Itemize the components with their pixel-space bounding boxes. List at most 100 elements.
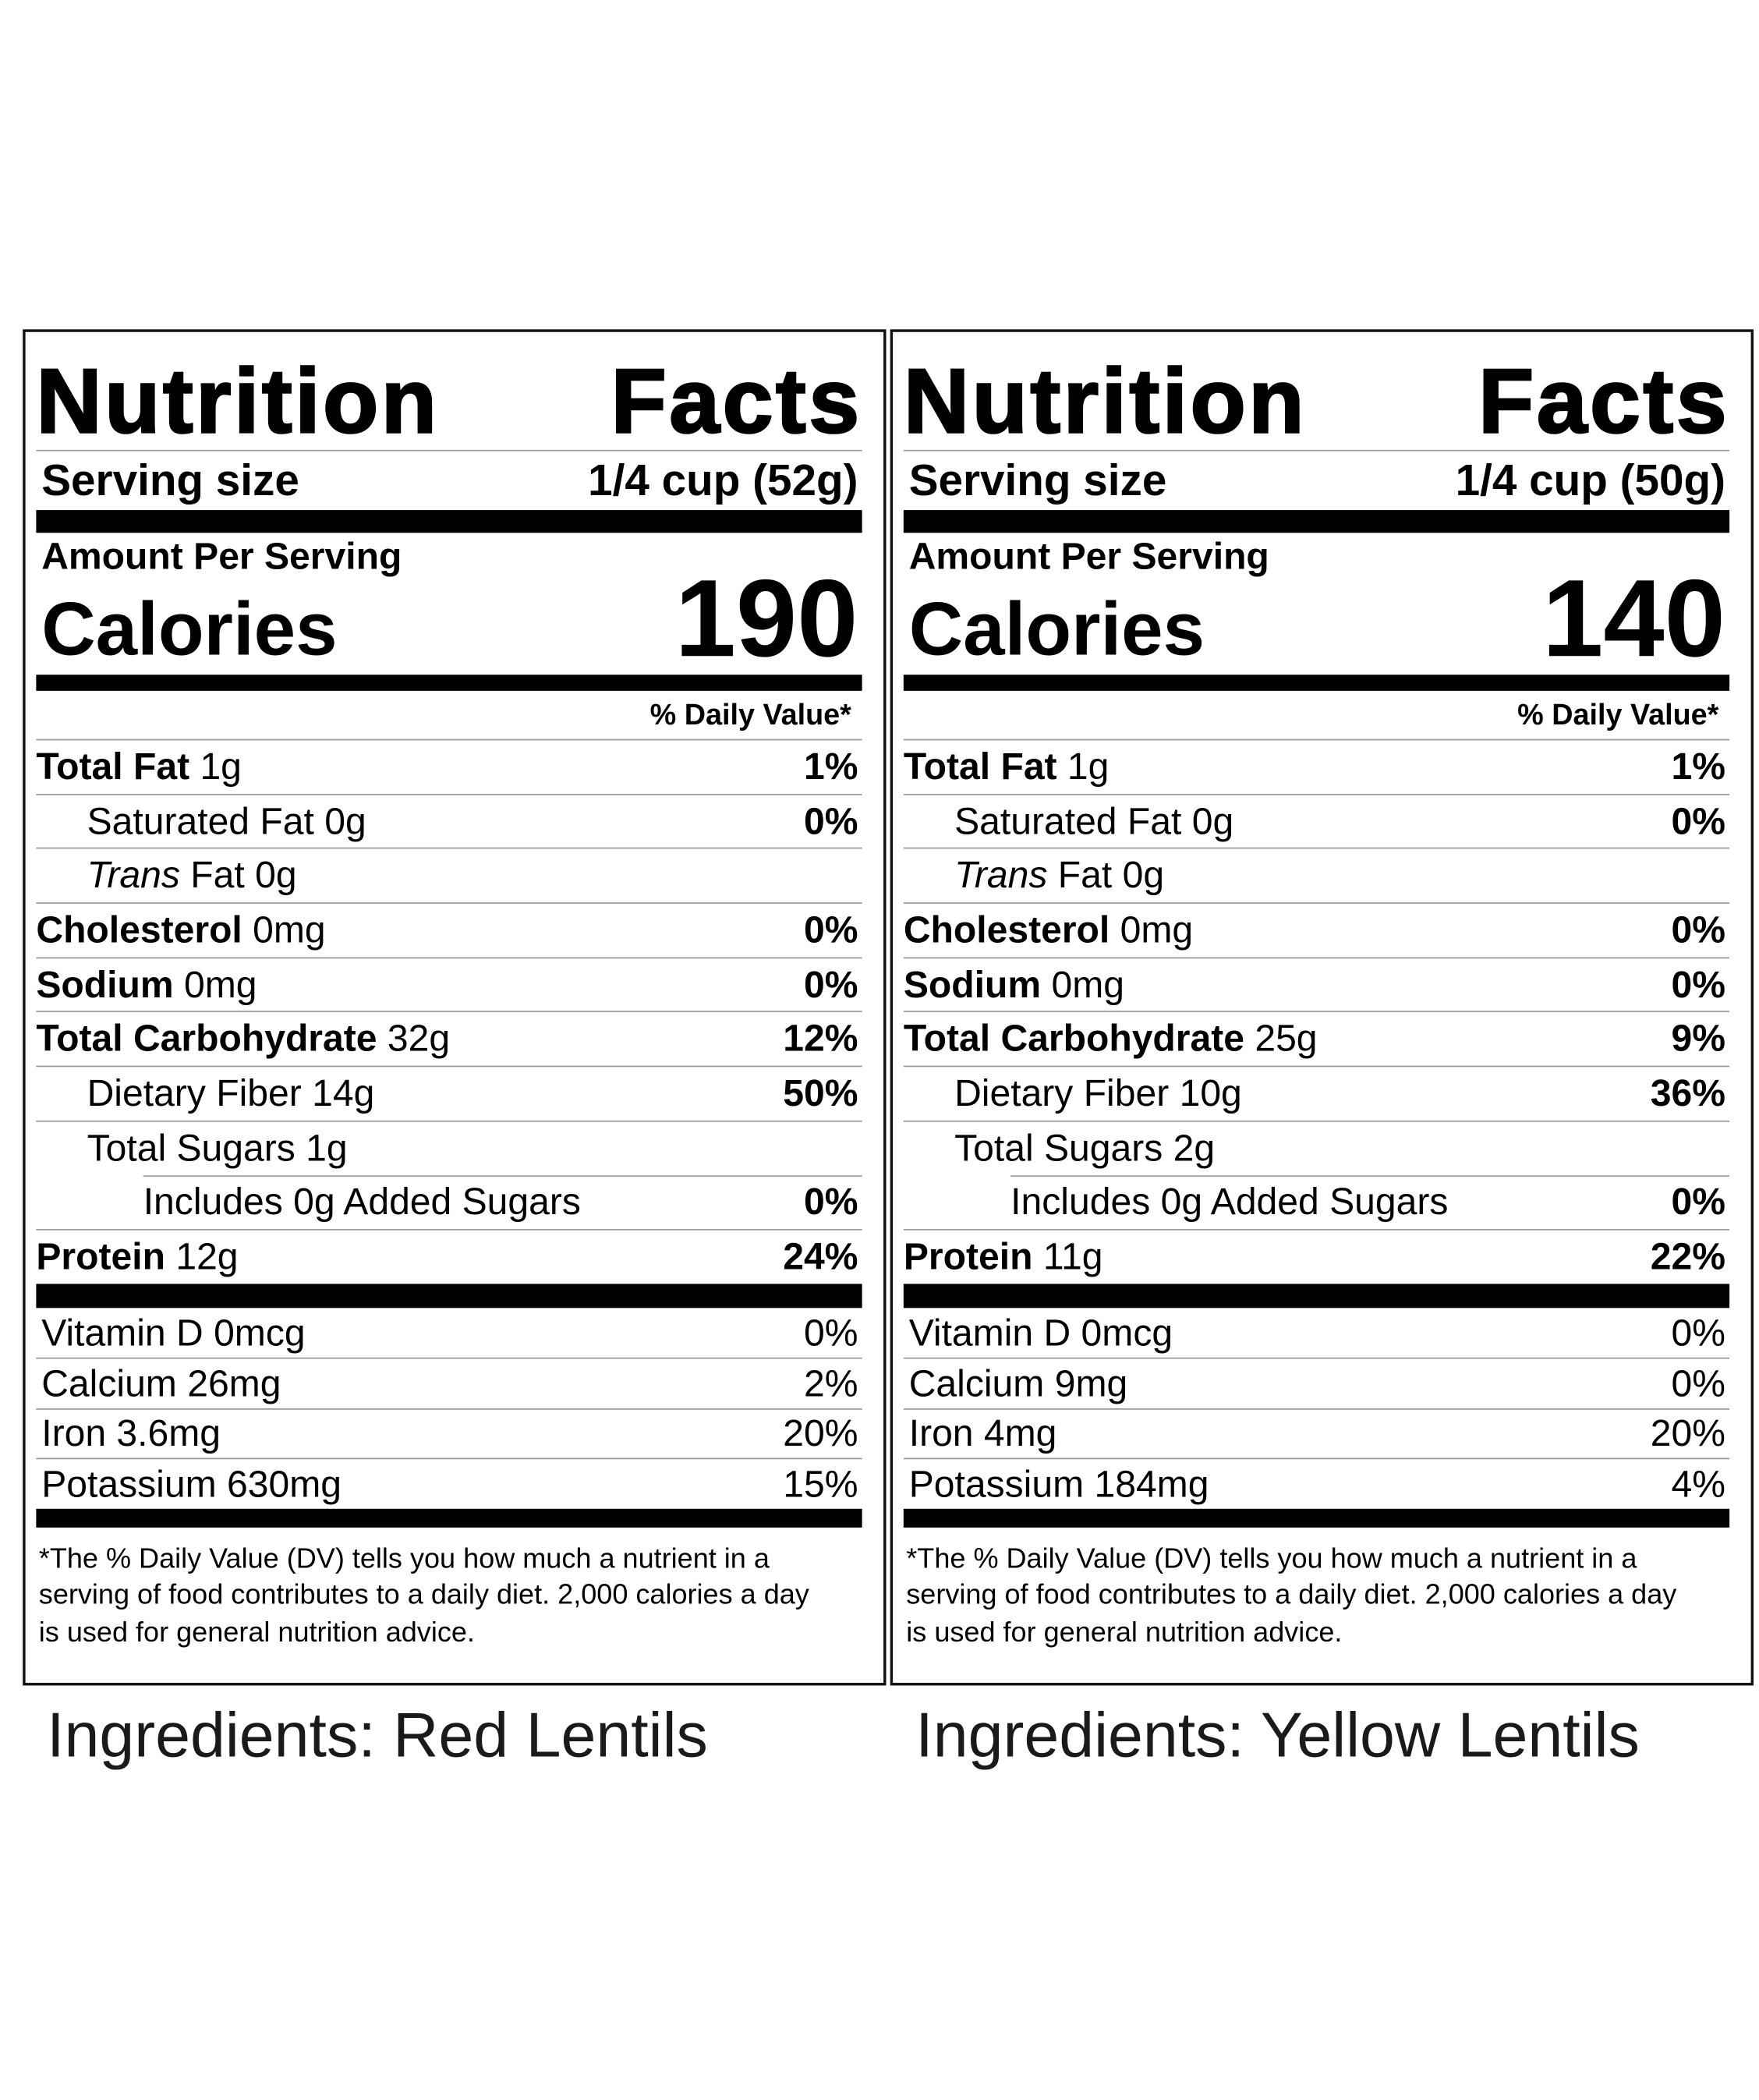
calories-value: 190 xyxy=(674,558,858,681)
vitamin-dv: 2% xyxy=(803,1362,858,1404)
vitamin-dv: 4% xyxy=(1671,1462,1725,1505)
vitamin-text: Potassium 184mg xyxy=(909,1463,1209,1506)
nutrient-name: Fat xyxy=(190,854,245,896)
thick-bar xyxy=(36,675,862,691)
nutrient-dv: 0% xyxy=(803,963,858,1005)
nutrient-name: Protein xyxy=(903,1235,1033,1277)
nutrient-text: Trans Fat 0g xyxy=(87,855,297,898)
nutrient-row: Sodium 0mg 0% xyxy=(903,957,1730,1011)
nutrient-row: Total Fat 1g 1% xyxy=(903,738,1730,794)
nutrient-dv: 24% xyxy=(783,1235,858,1277)
nutrient-name: Dietary Fiber xyxy=(954,1072,1170,1114)
vitamin-row: Iron 4mg 20% xyxy=(903,1408,1730,1458)
nutrient-amount: 0g xyxy=(1122,854,1165,896)
vitamin-name: Calcium xyxy=(41,1362,177,1404)
calories-row: Calories 140 xyxy=(904,565,1729,675)
vitamin-row: Calcium 26mg 2% xyxy=(36,1358,862,1408)
nutrient-text: Sodium 0mg xyxy=(904,963,1124,1006)
vitamin-amount: 9mg xyxy=(1054,1362,1128,1404)
nutrient-dv: 9% xyxy=(1671,1018,1725,1060)
nutrient-dv: 0% xyxy=(1671,1180,1725,1223)
nutrient-dv: 1% xyxy=(803,745,858,788)
nutrient-amount: 1g xyxy=(1067,745,1110,788)
nutrient-name: Includes 0g Added Sugars xyxy=(143,1180,581,1223)
nutrient-amount: 0g xyxy=(1191,799,1234,842)
nutrient-text: Total Fat 1g xyxy=(904,745,1110,788)
nutrient-name: Includes 0g Added Sugars xyxy=(1010,1180,1449,1223)
nutrient-text: Protein 11g xyxy=(904,1236,1103,1279)
nutrient-name: Total Carbohydrate xyxy=(903,1018,1244,1060)
nutrient-row: Includes 0g Added Sugars 0% xyxy=(904,1174,1730,1229)
thick-bar xyxy=(36,1508,862,1528)
nutrient-name: Total Fat xyxy=(903,745,1057,788)
serving-size-label: Serving size xyxy=(908,455,1167,505)
nutrient-name: Total Fat xyxy=(36,745,190,788)
nutrient-amount: 14g xyxy=(312,1072,375,1114)
nutrient-row: Trans Fat 0g xyxy=(36,848,862,902)
nutrient-amount: 0mg xyxy=(1051,963,1124,1005)
nutrient-text: Dietary Fiber 10g xyxy=(954,1072,1242,1115)
nutrient-dv: 0% xyxy=(803,908,858,951)
serving-size-label: Serving size xyxy=(41,455,299,505)
vitamin-text: Calcium 9mg xyxy=(909,1362,1128,1405)
nutrient-amount: 0mg xyxy=(1120,908,1194,951)
vitamin-dv: 20% xyxy=(783,1412,858,1454)
nutrient-text: Total Sugars 2g xyxy=(954,1127,1215,1170)
nutrient-prefix: Trans xyxy=(87,854,180,896)
nutrient-text: Includes 0g Added Sugars xyxy=(143,1181,581,1224)
nutrient-name: Total Sugars xyxy=(87,1126,296,1169)
vitamin-name: Vitamin D xyxy=(908,1311,1071,1354)
vitamin-amount: 0mcg xyxy=(1081,1311,1173,1354)
nutrient-amount: 25g xyxy=(1255,1018,1318,1060)
label-inner: Nutrition Facts Serving size 1/4 cup (52g)… xyxy=(35,352,862,1651)
nutrient-name: Fat xyxy=(1057,854,1113,896)
nutrient-name: Dietary Fiber xyxy=(87,1072,302,1114)
nutrient-name: Cholesterol xyxy=(903,908,1110,951)
nutrient-text: Cholesterol 0mg xyxy=(904,909,1193,952)
nutrient-amount: 0mg xyxy=(253,908,326,951)
nutrient-name: Saturated Fat xyxy=(87,799,314,842)
nutrient-text: Saturated Fat 0g xyxy=(87,800,366,843)
amount-per-serving: Amount Per Serving xyxy=(908,535,1269,577)
amount-per-serving: Amount Per Serving xyxy=(41,535,402,577)
vitamin-name: Iron xyxy=(908,1412,974,1454)
vitamin-row: Calcium 9mg 0% xyxy=(903,1358,1730,1408)
nutrient-row: Total Sugars 2g xyxy=(903,1120,1730,1175)
vitamin-amount: 184mg xyxy=(1094,1462,1209,1505)
nutrient-text: Saturated Fat 0g xyxy=(954,800,1233,843)
nutrient-row: Cholesterol 0mg 0% xyxy=(903,902,1730,957)
vitamin-dv: 0% xyxy=(803,1311,858,1354)
vitamin-row: Potassium 630mg 15% xyxy=(36,1458,862,1508)
nutrient-row: Saturated Fat 0g 0% xyxy=(36,793,862,848)
vitamin-dv: 15% xyxy=(783,1462,858,1505)
calories-value: 140 xyxy=(1542,558,1725,681)
thick-bar xyxy=(36,1284,862,1309)
vitamin-text: Iron 3.6mg xyxy=(41,1412,221,1455)
thick-bar xyxy=(903,675,1730,691)
vitamin-text: Calcium 26mg xyxy=(41,1362,281,1405)
vitamin-dv: 0% xyxy=(1671,1362,1725,1404)
vitamin-dv: 0% xyxy=(1671,1311,1725,1354)
vitamin-row: Vitamin D 0mcg 0% xyxy=(904,1308,1729,1358)
nutrient-text: Total Carbohydrate 32g xyxy=(36,1018,450,1061)
nutrient-amount: 2g xyxy=(1173,1126,1216,1169)
nutrient-row: Total Fat 1g 1% xyxy=(36,738,862,794)
nutrient-dv: 36% xyxy=(1650,1072,1725,1114)
vitamin-name: Potassium xyxy=(908,1462,1085,1505)
nutrient-amount: 32g xyxy=(387,1018,451,1060)
nutrient-row: Total Sugars 1g xyxy=(36,1120,862,1175)
vitamin-text: Vitamin D 0mcg xyxy=(909,1312,1173,1355)
nutrient-amount: 1g xyxy=(306,1126,348,1169)
ingredients: Ingredients: Yellow Lentils xyxy=(915,1698,1640,1770)
serving-row: Serving size 1/4 cup (50g) xyxy=(904,452,1729,511)
nutrient-amount: 0g xyxy=(324,799,366,842)
vitamin-name: Calcium xyxy=(908,1362,1045,1404)
daily-value-header: % Daily Value* xyxy=(1517,697,1719,731)
nutrient-row: Protein 11g 22% xyxy=(903,1229,1730,1284)
vitamin-amount: 3.6mg xyxy=(116,1412,221,1454)
vitamin-amount: 4mg xyxy=(983,1412,1057,1454)
nutrient-amount: 1g xyxy=(200,745,242,788)
nutrient-amount: 10g xyxy=(1179,1072,1242,1114)
nutrient-row: Dietary Fiber 10g 36% xyxy=(903,1065,1730,1121)
nutrient-text: Includes 0g Added Sugars xyxy=(1010,1181,1448,1224)
